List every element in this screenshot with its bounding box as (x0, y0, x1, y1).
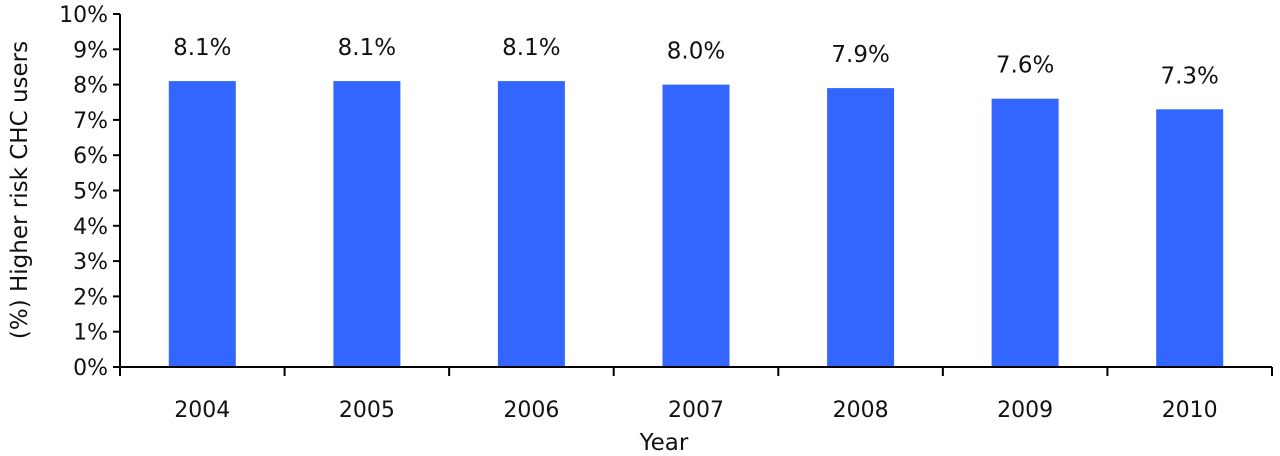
y-axis-title: (%) Higher risk CHC users (7, 41, 33, 339)
data-label-2004: 8.1% (173, 35, 231, 61)
data-label-2008: 7.9% (831, 42, 889, 68)
y-tick-label: 3% (73, 250, 108, 275)
x-tick-label: 2007 (668, 398, 724, 423)
y-tick-label: 7% (73, 109, 108, 134)
x-tick-label: 2010 (1162, 398, 1218, 423)
data-label-2005: 8.1% (338, 35, 396, 61)
y-tick-label: 4% (73, 215, 108, 240)
y-tick-label: 6% (73, 144, 108, 169)
x-tick-label: 2004 (174, 398, 230, 423)
y-tick-label: 9% (73, 38, 108, 63)
x-tick-label: 2008 (833, 398, 889, 423)
bar-2006 (497, 81, 565, 367)
y-tick-label: 1% (73, 321, 108, 346)
x-tick-label: 2005 (339, 398, 395, 423)
y-tick-label: 5% (73, 180, 108, 205)
bar-2009 (991, 98, 1059, 367)
data-label-2009: 7.6% (996, 53, 1054, 79)
bar-group (168, 81, 1224, 368)
bar-2005 (333, 81, 401, 367)
y-tick-label: 2% (73, 285, 108, 310)
y-tick-label: 0% (73, 356, 108, 381)
data-label-group: 8.1% 8.1% 8.1% 8.0% 7.9% 7.6% 7.3% (173, 35, 1219, 89)
bar-2004 (168, 81, 236, 367)
bar-2010 (1156, 109, 1224, 368)
x-tick-label: 2009 (997, 398, 1053, 423)
bar-2008 (827, 88, 895, 367)
y-tick-label: 8% (73, 74, 108, 99)
data-label-2006: 8.1% (502, 35, 560, 61)
x-axis: 2004 2005 2006 2007 2008 2009 2010 (119, 366, 1273, 423)
y-tick-label: 10% (59, 3, 108, 28)
bar-2007 (662, 84, 730, 367)
x-axis-title: Year (639, 430, 689, 456)
y-axis: 0% 1% 2% 3% 4% 5% 6% 7% 8% 9% 10% (59, 3, 121, 381)
data-label-2010: 7.3% (1160, 63, 1218, 89)
data-label-2007: 8.0% (667, 39, 725, 65)
x-tick-label: 2006 (503, 398, 559, 423)
